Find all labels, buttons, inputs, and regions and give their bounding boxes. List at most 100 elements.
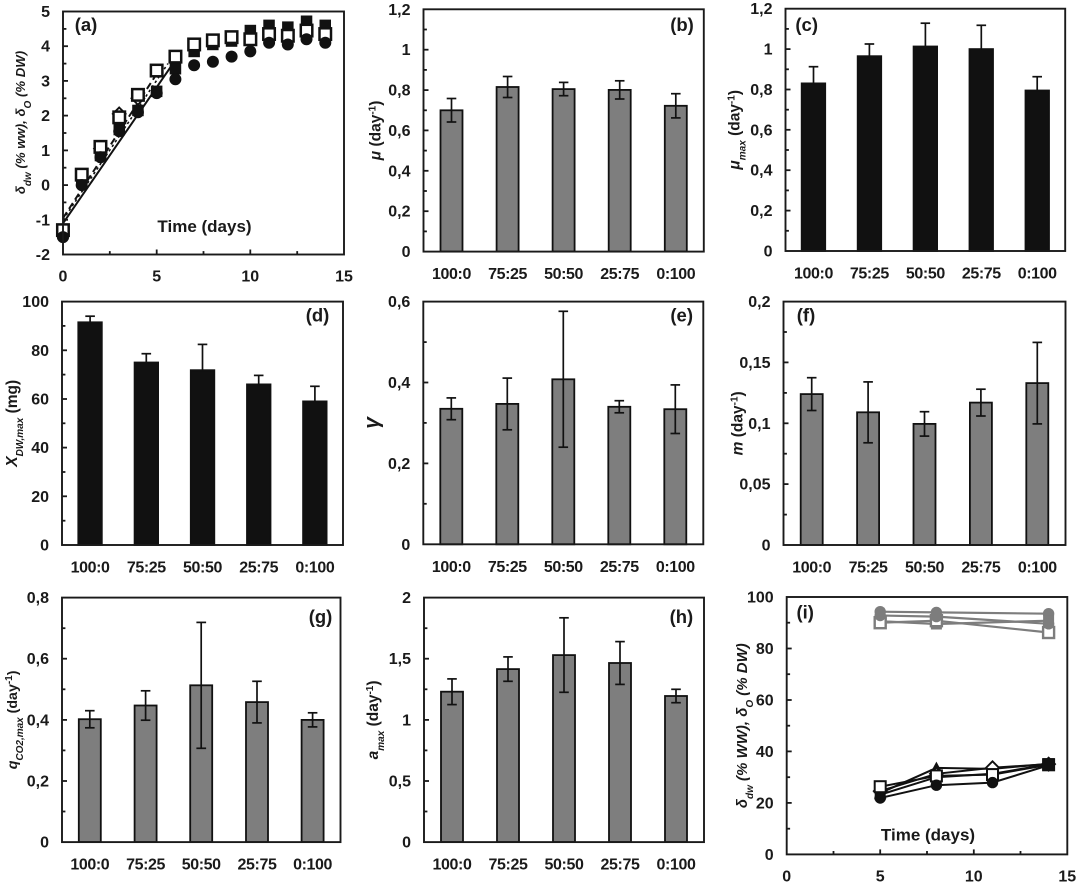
svg-text:25:75: 25:75 xyxy=(601,857,640,874)
svg-text:0,4: 0,4 xyxy=(388,163,410,180)
svg-text:3: 3 xyxy=(41,73,50,90)
svg-text:(d): (d) xyxy=(306,305,330,326)
svg-text:(f): (f) xyxy=(797,305,815,326)
svg-text:0: 0 xyxy=(40,538,49,555)
svg-text:0:100: 0:100 xyxy=(293,857,332,874)
svg-text:100: 100 xyxy=(747,590,774,607)
svg-text:0,5: 0,5 xyxy=(389,774,411,791)
svg-text:15: 15 xyxy=(335,269,353,286)
svg-text:0,2: 0,2 xyxy=(388,204,410,221)
svg-text:1,5: 1,5 xyxy=(389,651,411,668)
svg-text:1: 1 xyxy=(402,42,411,59)
svg-text:50:50: 50:50 xyxy=(544,559,583,576)
svg-text:0: 0 xyxy=(782,868,791,885)
svg-text:100:0: 100:0 xyxy=(71,560,110,577)
svg-text:0: 0 xyxy=(765,847,774,864)
svg-text:(a): (a) xyxy=(75,14,98,35)
svg-text:100:0: 100:0 xyxy=(433,857,472,874)
svg-text:100:0: 100:0 xyxy=(792,560,831,577)
svg-text:20: 20 xyxy=(31,489,49,506)
svg-text:50:50: 50:50 xyxy=(905,560,944,577)
svg-text:0:100: 0:100 xyxy=(656,266,695,283)
svg-text:5: 5 xyxy=(876,868,885,885)
svg-text:0: 0 xyxy=(59,269,68,286)
svg-text:0:100: 0:100 xyxy=(657,857,696,874)
svg-text:(b): (b) xyxy=(670,14,694,35)
svg-text:100:0: 100:0 xyxy=(70,857,109,874)
svg-text:25:75: 25:75 xyxy=(600,559,639,576)
svg-text:60: 60 xyxy=(31,392,49,409)
svg-text:25:75: 25:75 xyxy=(239,560,278,577)
svg-text:75:25: 75:25 xyxy=(126,857,165,874)
svg-text:0,2: 0,2 xyxy=(388,456,410,473)
svg-text:50:50: 50:50 xyxy=(545,857,584,874)
svg-text:75:25: 75:25 xyxy=(127,560,166,577)
svg-text:0,15: 0,15 xyxy=(739,355,770,372)
svg-text:0,6: 0,6 xyxy=(388,123,410,140)
svg-text:25:75: 25:75 xyxy=(961,560,1000,577)
svg-text:50:50: 50:50 xyxy=(182,857,221,874)
svg-text:0,2: 0,2 xyxy=(748,294,770,311)
svg-text:50:50: 50:50 xyxy=(906,266,945,283)
svg-text:μ (day-1): μ (day-1) xyxy=(367,101,385,162)
svg-text:0: 0 xyxy=(40,835,49,852)
svg-text:5: 5 xyxy=(41,4,50,21)
svg-text:0,2: 0,2 xyxy=(750,203,772,220)
svg-text:100:0: 100:0 xyxy=(432,266,471,283)
svg-text:(g): (g) xyxy=(309,606,333,627)
svg-text:(h): (h) xyxy=(670,606,694,627)
svg-text:50:50: 50:50 xyxy=(183,560,222,577)
svg-text:0,6: 0,6 xyxy=(388,294,410,311)
svg-text:0,2: 0,2 xyxy=(27,774,49,791)
svg-text:0,4: 0,4 xyxy=(750,163,772,180)
svg-text:40: 40 xyxy=(756,744,774,761)
svg-text:10: 10 xyxy=(241,269,259,286)
svg-text:75:25: 75:25 xyxy=(488,559,527,576)
svg-text:0:100: 0:100 xyxy=(1018,560,1057,577)
svg-text:20: 20 xyxy=(756,795,774,812)
svg-text:0: 0 xyxy=(764,244,773,261)
svg-text:0: 0 xyxy=(401,537,410,554)
svg-text:-1: -1 xyxy=(36,212,50,229)
svg-text:γ: γ xyxy=(360,416,383,429)
svg-text:Time (days): Time (days) xyxy=(881,826,975,845)
svg-text:25:75: 25:75 xyxy=(600,266,639,283)
svg-text:m (day-1): m (day-1) xyxy=(729,391,747,455)
svg-text:0: 0 xyxy=(402,835,411,852)
svg-text:0,8: 0,8 xyxy=(750,82,772,99)
svg-text:40: 40 xyxy=(31,440,49,457)
svg-text:1: 1 xyxy=(41,143,50,160)
svg-text:0,8: 0,8 xyxy=(388,83,410,100)
svg-text:80: 80 xyxy=(756,641,774,658)
svg-text:80: 80 xyxy=(31,343,49,360)
svg-text:100:0: 100:0 xyxy=(432,559,471,576)
svg-text:-2: -2 xyxy=(36,247,50,264)
svg-text:0,4: 0,4 xyxy=(388,375,410,392)
svg-text:100: 100 xyxy=(22,294,49,311)
svg-text:1: 1 xyxy=(402,712,411,729)
svg-text:60: 60 xyxy=(756,693,774,710)
svg-text:75:25: 75:25 xyxy=(489,857,528,874)
svg-text:0: 0 xyxy=(41,178,50,195)
svg-text:25:75: 25:75 xyxy=(238,857,277,874)
svg-text:15: 15 xyxy=(1058,868,1076,885)
svg-text:0:100: 0:100 xyxy=(295,560,334,577)
svg-text:75:25: 75:25 xyxy=(488,266,527,283)
svg-text:75:25: 75:25 xyxy=(849,560,888,577)
svg-text:Time (days): Time (days) xyxy=(157,217,251,236)
svg-text:0,1: 0,1 xyxy=(748,416,770,433)
svg-text:10: 10 xyxy=(965,868,983,885)
svg-text:25:75: 25:75 xyxy=(962,266,1001,283)
svg-text:0:100: 0:100 xyxy=(656,559,695,576)
svg-text:0,4: 0,4 xyxy=(27,712,49,729)
svg-text:2: 2 xyxy=(41,108,50,125)
svg-text:75:25: 75:25 xyxy=(850,266,889,283)
svg-text:0,6: 0,6 xyxy=(27,651,49,668)
svg-text:1,2: 1,2 xyxy=(388,2,410,19)
svg-text:(i): (i) xyxy=(796,602,813,623)
svg-text:(e): (e) xyxy=(670,305,693,326)
svg-text:4: 4 xyxy=(41,39,50,56)
svg-text:0,6: 0,6 xyxy=(750,122,772,139)
svg-text:2: 2 xyxy=(402,590,411,607)
svg-text:δdw (% WW), δO (% DW): δdw (% WW), δO (% DW) xyxy=(734,643,756,808)
